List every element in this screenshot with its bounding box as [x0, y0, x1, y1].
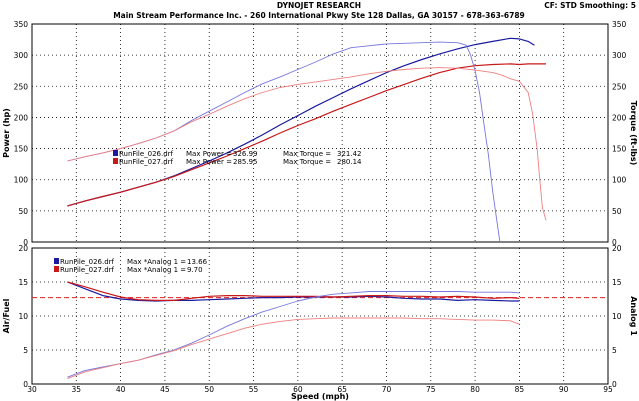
afr-legend-label-026: Max *Analog 1 = [127, 258, 186, 266]
legend-maxtorque-label-026: Max Torque = [283, 150, 331, 158]
afr-legend-value-026: 13.66 [187, 258, 208, 266]
afr-grid [32, 248, 608, 384]
legend-maxpower-026: 326.99 [233, 150, 258, 158]
speed-x-tick-label: 35 [72, 385, 82, 394]
speed-x-tick-label: 40 [116, 385, 126, 394]
speed-x-tick-label: 55 [249, 385, 259, 394]
speed-x-tick-label: 60 [293, 385, 303, 394]
shop-address: Main Stream Performance Inc. - 260 Inter… [113, 11, 525, 20]
speed-x-tick-label: 65 [337, 385, 347, 394]
speed-x-tick-label: 70 [382, 385, 392, 394]
legend-swatch-027 [113, 158, 118, 164]
speed-x-tick-label: 95 [603, 385, 613, 394]
afr-series [67, 281, 520, 380]
power-series-line-3 [67, 67, 547, 221]
power-y2-tick-label: 350 [612, 20, 627, 29]
power-y-tick-label: 300 [14, 51, 29, 60]
afr-y-tick-label: 15 [18, 278, 28, 287]
speed-x-tick-label: 50 [204, 385, 214, 394]
speed-x-tick-label: 45 [160, 385, 170, 394]
afr-axis-ticks: 0 5 10 15 20 [18, 244, 28, 389]
power-series-line-1 [67, 63, 546, 207]
power-y-tick-label: 150 [14, 145, 29, 154]
afr-legend-swatch-027 [54, 266, 59, 272]
torque-axis-ticks: 0 50 100 150 200 250 300 350 [612, 20, 627, 247]
speed-x-tick-label: 75 [426, 385, 436, 394]
power-legend: RunFile_026.drf Max Power = 326.99 Max T… [113, 150, 362, 166]
power-y-tick-label: 250 [14, 82, 29, 91]
power-y-tick-label: 50 [18, 207, 28, 216]
afr-y-tick-label: 5 [23, 346, 28, 355]
afr-legend-value-027: 9.70 [187, 266, 203, 274]
afr-series-line-0 [67, 281, 520, 302]
power-y-tick-label: 0 [23, 238, 28, 247]
afr-axis-label: Air/Fuel [2, 298, 11, 333]
speed-x-tick-label: 80 [470, 385, 480, 394]
air-fuel-panel: 0 5 10 15 20 0 5 10 15 20 Air/Fuel Analog 1 RunF… [2, 244, 638, 389]
power-y2-tick-label: 0 [612, 238, 617, 247]
afr-y-tick-label: 10 [18, 312, 28, 321]
afr-y2-tick-label: 5 [612, 346, 617, 355]
afr-legend-run-027: RunFile_027.drf [60, 266, 115, 274]
afr-y-tick-label: 20 [18, 244, 28, 253]
dyno-settings: CF: STD Smoothing: 5 [544, 1, 636, 10]
legend-swatch-026 [113, 150, 118, 156]
legend-maxtorque-label-027: Max Torque = [283, 158, 331, 166]
afr-legend-label-027: Max *Analog 1 = [127, 266, 186, 274]
afr-series-line-1 [67, 281, 520, 301]
power-axis-label: Power (hp) [2, 108, 11, 158]
speed-x-tick-label: 30 [27, 385, 37, 394]
power-grid [32, 24, 608, 242]
power-y-tick-label: 100 [14, 176, 29, 185]
analog-axis-ticks: 0 5 10 15 20 [612, 244, 622, 389]
power-axis-ticks: 0 50 100 150 200 250 300 350 [14, 20, 29, 247]
afr-y2-tick-label: 15 [612, 278, 622, 287]
power-y2-tick-label: 50 [612, 207, 622, 216]
analog-axis-label: Analog 1 [629, 296, 638, 336]
legend-maxtorque-027: 280.14 [337, 158, 362, 166]
afr-legend-run-026: RunFile_026.drf [60, 258, 115, 266]
power-y-tick-label: 350 [14, 20, 29, 29]
afr-y2-tick-label: 10 [612, 312, 622, 321]
power-y-tick-label: 200 [14, 113, 29, 122]
power-y2-tick-label: 200 [612, 113, 627, 122]
legend-run-026: RunFile_026.drf [119, 150, 174, 158]
power-torque-series [67, 37, 547, 243]
power-y2-tick-label: 150 [612, 145, 627, 154]
power-y2-tick-label: 250 [612, 82, 627, 91]
speed-axis-ticks: 30 35 40 45 50 55 60 65 70 75 80 85 90 95 [27, 385, 613, 394]
afr-y2-tick-label: 20 [612, 244, 622, 253]
afr-y-tick-label: 0 [23, 380, 28, 389]
afr-legend-swatch-026 [54, 258, 59, 264]
afr-series-line-3 [67, 317, 520, 380]
power-y2-tick-label: 100 [612, 176, 627, 185]
speed-axis-label: Speed (mph) [291, 392, 349, 401]
legend-maxpower-label-027: Max Power = [186, 158, 232, 166]
legend-maxtorque-026: 321.42 [337, 150, 362, 158]
legend-run-027: RunFile_027.drf [119, 158, 174, 166]
afr-y2-tick-label: 0 [612, 380, 617, 389]
legend-maxpower-027: 285.95 [233, 158, 258, 166]
chart-title: DYNOJET RESEARCH [277, 1, 361, 10]
torque-axis-label: Torque (ft-lbs) [629, 101, 638, 166]
afr-legend: RunFile_026.drf Max *Analog 1 = 13.66 Ru… [54, 258, 208, 274]
legend-maxpower-label-026: Max Power = [186, 150, 232, 158]
power-torque-panel: 0 50 100 150 200 250 300 350 0 50 100 150 200 250 300… [2, 20, 638, 247]
speed-x-tick-label: 90 [559, 385, 569, 394]
power-plot-area [31, 23, 609, 243]
power-y2-tick-label: 300 [612, 51, 627, 60]
speed-x-tick-label: 85 [515, 385, 525, 394]
